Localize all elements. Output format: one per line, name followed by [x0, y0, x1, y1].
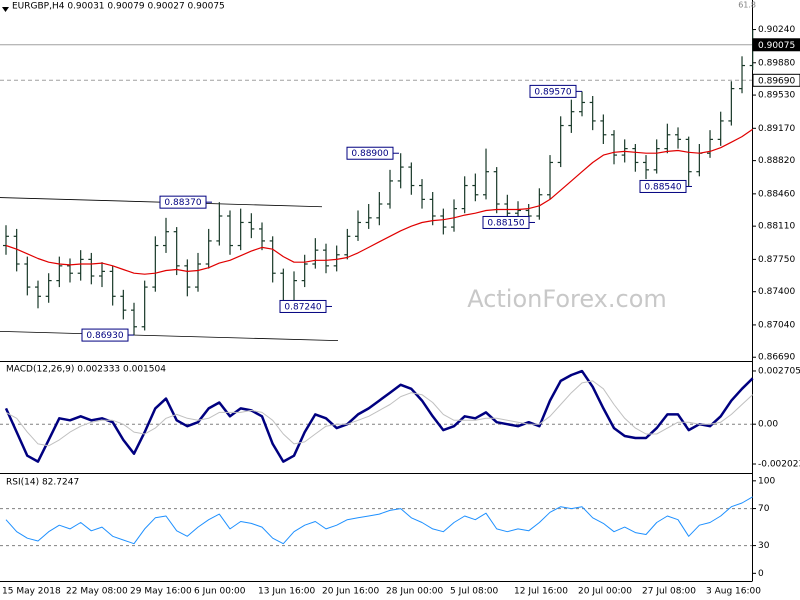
- y-tick-label: 0.00: [758, 420, 778, 430]
- panel-title: EURGBP,H4 0.90031 0.90079 0.90027 0.9007…: [12, 2, 225, 12]
- annotation-label: 0.89570: [534, 87, 571, 97]
- price-label: 0.90075: [758, 41, 795, 51]
- y-tick-label: 0: [758, 569, 764, 579]
- x-tick-label: 3 Aug 16:00: [706, 587, 761, 597]
- x-tick-label: 6 Jun 00:00: [194, 587, 246, 597]
- annotation-box: [81, 328, 129, 342]
- annotation-label: 0.86930: [86, 331, 123, 341]
- annotation-label: 0.88150: [487, 218, 524, 228]
- annotation-label: 0.88370: [164, 198, 201, 208]
- y-tick-label: 0.89170: [758, 124, 795, 134]
- y-tick-label: 0.89530: [758, 91, 795, 101]
- annotation-box: [639, 179, 687, 193]
- annotation-box: [529, 84, 577, 98]
- x-tick-label: 28 Jun 00:00: [386, 587, 443, 597]
- x-tick-label: 5 Jul 08:00: [450, 587, 499, 597]
- y-tick-label: -0.002023: [758, 459, 800, 469]
- price-box: [752, 73, 800, 87]
- y-tick-label: 0.87750: [758, 255, 795, 265]
- y-tick-label: 0.87040: [758, 320, 795, 330]
- annotation-box: [346, 146, 394, 160]
- moving-average: [5, 128, 754, 275]
- y-tick-label: 0.89880: [758, 58, 795, 68]
- menu-icon: [2, 7, 9, 12]
- level-label: 61.8: [738, 1, 756, 10]
- panel-title: MACD(12,26,9) 0.002333 0.001504: [6, 365, 166, 375]
- annotation-box: [159, 195, 207, 209]
- y-tick-label: 0.88820: [758, 156, 795, 166]
- price-box: [752, 38, 800, 52]
- y-tick-label: 0.90240: [758, 25, 795, 35]
- x-tick-label: 27 Jul 08:00: [642, 587, 696, 597]
- y-tick-label: 70: [758, 504, 770, 514]
- y-tick-label: 100: [758, 476, 775, 486]
- annotation-box: [482, 215, 530, 229]
- x-tick-label: 15 May 2018: [2, 587, 61, 597]
- y-tick-label: 0.87400: [758, 287, 795, 297]
- x-tick-label: 13 Jun 16:00: [258, 587, 315, 597]
- x-tick-label: 12 Jul 16:00: [514, 587, 568, 597]
- y-tick-label: 30: [758, 541, 770, 551]
- y-tick-label: 0.88110: [758, 222, 795, 232]
- annotation-label: 0.88900: [351, 149, 388, 159]
- x-tick-label: 29 May 16:00: [130, 587, 192, 597]
- panel-title: RSI(14) 82.7247: [6, 478, 79, 488]
- y-tick-label: 0.88460: [758, 189, 795, 199]
- y-tick-label: 0.86690: [758, 353, 795, 363]
- watermark: ActionForex.com: [467, 285, 667, 313]
- x-tick-label: 22 May 08:00: [66, 587, 128, 597]
- annotation-label: 0.88540: [644, 182, 681, 192]
- annotation-label: 0.87240: [284, 302, 321, 312]
- macd-line: [4, 369, 754, 463]
- price-label: 0.89690: [758, 76, 795, 86]
- x-tick-label: 20 Jun 16:00: [322, 587, 379, 597]
- rsi-line: [5, 496, 753, 545]
- x-tick-label: 20 Jul 00:00: [578, 587, 632, 597]
- annotation-box: [279, 299, 327, 313]
- signal-line: [5, 380, 754, 447]
- y-tick-label: 0.002705: [758, 366, 800, 376]
- trendline: [0, 330, 339, 342]
